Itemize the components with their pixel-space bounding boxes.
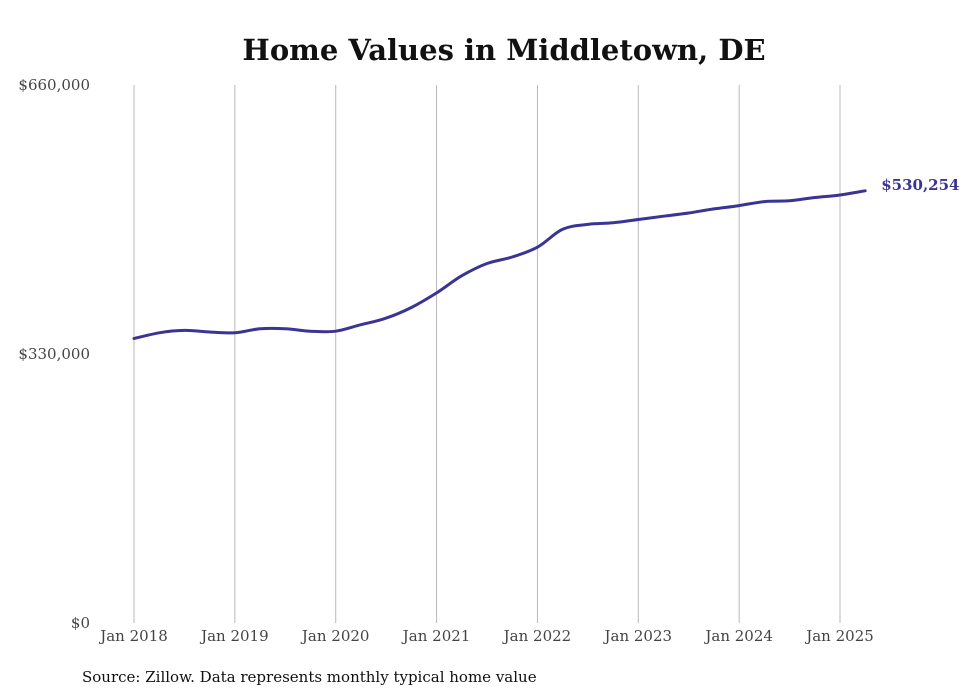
last-value-label: $530,254 [881,176,959,194]
gridlines [133,85,841,623]
x-axis: Jan 2018 Jan 2019 Jan 2020 Jan 2021 Jan 2022… [98,627,874,645]
x-tick-label: Jan 2019 [199,627,269,645]
y-tick-label: $330,000 [18,345,90,363]
source-note: Source: Zillow. Data represents monthly … [82,668,537,686]
x-tick-label: Jan 2025 [804,627,874,645]
y-axis: $0 $330,000 $660,000 [18,76,90,632]
x-tick-label: Jan 2022 [502,627,572,645]
x-tick-label: Jan 2020 [300,627,370,645]
y-tick-label: $0 [71,614,90,632]
chart-title: Home Values in Middletown, DE [242,33,765,67]
x-tick-label: Jan 2018 [98,627,168,645]
y-tick-label: $660,000 [18,76,90,94]
x-tick-label: Jan 2023 [603,627,673,645]
home-value-line [132,189,867,340]
x-tick-label: Jan 2024 [703,627,773,645]
x-tick-label: Jan 2021 [401,627,471,645]
